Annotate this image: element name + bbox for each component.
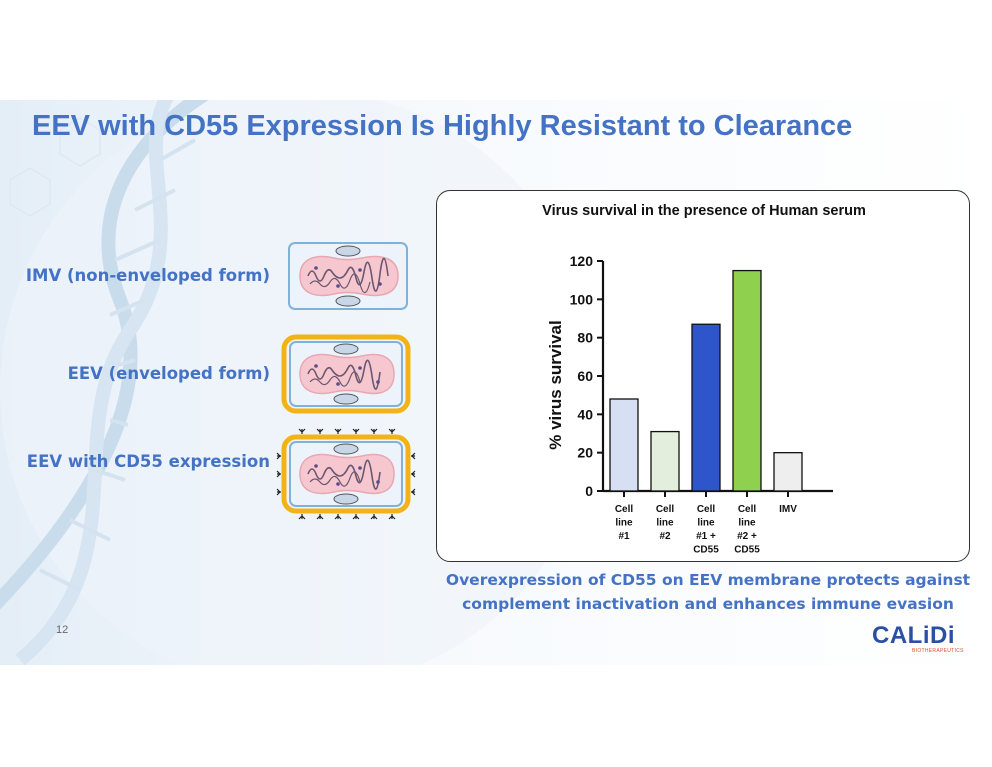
calidi-logo: CALiDi BIOTHERAPEUTICS [872,622,964,656]
y-tick-label: 120 [570,253,594,269]
y-tick-label: 80 [577,330,593,346]
x-tick-label: line [697,518,715,529]
x-tick-label: CD55 [734,545,760,556]
page-number: 12 [56,624,69,636]
bar [691,323,721,492]
slide-title: EEV with CD55 Expression Is Highly Resis… [32,110,853,142]
x-tick-label: Cell [697,504,716,515]
x-tick-label: Cell [615,504,634,515]
caption-line-1: Overexpression of CD55 on EEV membrane p… [445,571,971,589]
bar-chart: Virus survival in the presence of Human … [542,203,866,556]
x-tick-label: line [615,518,633,529]
eev-cd55-virion-illustration [276,428,416,520]
bar [609,398,639,492]
y-tick-label: 40 [577,406,593,422]
y-tick-label: 0 [585,483,593,499]
x-tick-label: #2 + [737,531,757,542]
y-tick-label: 100 [570,291,594,307]
eev-label: EEV (enveloped form) [67,364,270,383]
x-tick-label: Cell [656,504,675,515]
chart-title: Virus survival in the presence of Human … [542,203,866,219]
imv-virion-illustration [288,242,408,310]
x-tick-label: CD55 [693,545,719,556]
caption-line-2: complement inactivation and enhances imm… [462,595,954,613]
bar [732,269,762,492]
x-tick-label: #1 [618,531,630,542]
y-tick-label: 60 [577,368,593,384]
logo-wordmark: CALiDi [872,622,955,649]
chart-caption: Overexpression of CD55 on EEV membrane p… [436,568,980,616]
x-tick-label: line [738,518,756,529]
x-tick-label: #1 + [696,531,716,542]
chart-y-axis-label: % virus survival [546,320,565,449]
x-tick-label: #2 [659,531,671,542]
x-tick-label: IMV [779,504,797,515]
x-tick-label: line [656,518,674,529]
chart-panel: Virus survival in the presence of Human … [436,190,970,562]
logo-tagline: BIOTHERAPEUTICS [912,648,964,654]
bar [650,430,680,492]
eev-cd55-label: EEV with CD55 expression [26,452,270,471]
y-tick-label: 20 [577,445,593,461]
eev-virion-illustration [281,334,411,414]
imv-label: IMV (non-enveloped form) [25,266,270,285]
x-tick-label: Cell [738,504,757,515]
bar [773,452,803,492]
